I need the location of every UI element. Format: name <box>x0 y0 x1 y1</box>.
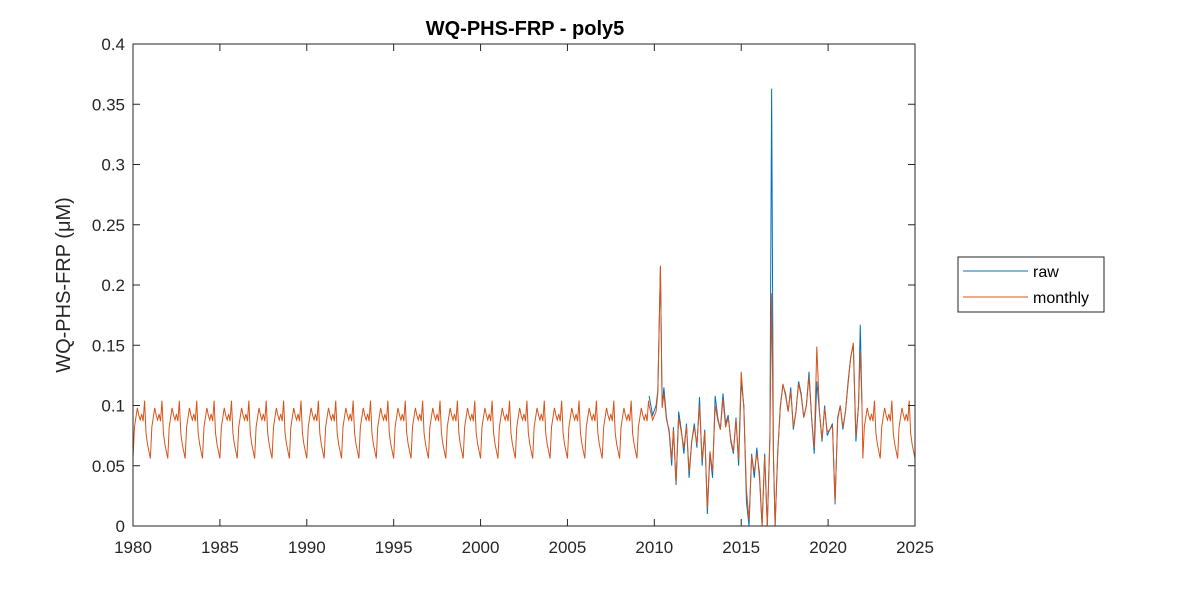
x-tick-label-1990: 1990 <box>288 538 326 557</box>
x-tick-label-2005: 2005 <box>549 538 587 557</box>
plot-lines <box>132 88 916 527</box>
legend-box <box>957 256 1105 313</box>
y-tick-label-0: 0 <box>116 517 125 536</box>
chart-title: WQ-PHS-FRP - poly5 <box>426 18 625 40</box>
x-tick-label-2015: 2015 <box>722 538 760 557</box>
y-tick-label-0.15: 0.15 <box>92 336 125 355</box>
series-line-monthly <box>132 265 916 527</box>
legend-label-raw: raw <box>1033 264 1059 281</box>
x-tick-label-1995: 1995 <box>375 538 413 557</box>
y-tick-label-0.2: 0.2 <box>101 276 125 295</box>
y-tick-label-0.05: 0.05 <box>92 457 125 476</box>
axes: 1980 1985 1990 1995 2000 2005 2010 2015 2020 2025… <box>92 35 934 557</box>
y-tick-label-0.4: 0.4 <box>101 35 125 54</box>
legend-label-monthly: monthly <box>1033 290 1089 307</box>
x-tick-label-2010: 2010 <box>635 538 673 557</box>
x-tick-label-2020: 2020 <box>809 538 847 557</box>
legend: raw monthly <box>957 256 1105 313</box>
x-tick-label-2000: 2000 <box>462 538 500 557</box>
y-tick-label-0.35: 0.35 <box>92 95 125 114</box>
y-tick-label-0.3: 0.3 <box>101 156 125 175</box>
series-line-raw <box>648 88 863 527</box>
x-tick-label-2025: 2025 <box>896 538 934 557</box>
x-tick-label-1985: 1985 <box>201 538 239 557</box>
y-tick-label-0.25: 0.25 <box>92 216 125 235</box>
y-axis-label: WQ-PHS-FRP (μM) <box>53 197 75 373</box>
x-tick-label-1980: 1980 <box>114 538 152 557</box>
y-tick-label-0.1: 0.1 <box>101 397 125 416</box>
